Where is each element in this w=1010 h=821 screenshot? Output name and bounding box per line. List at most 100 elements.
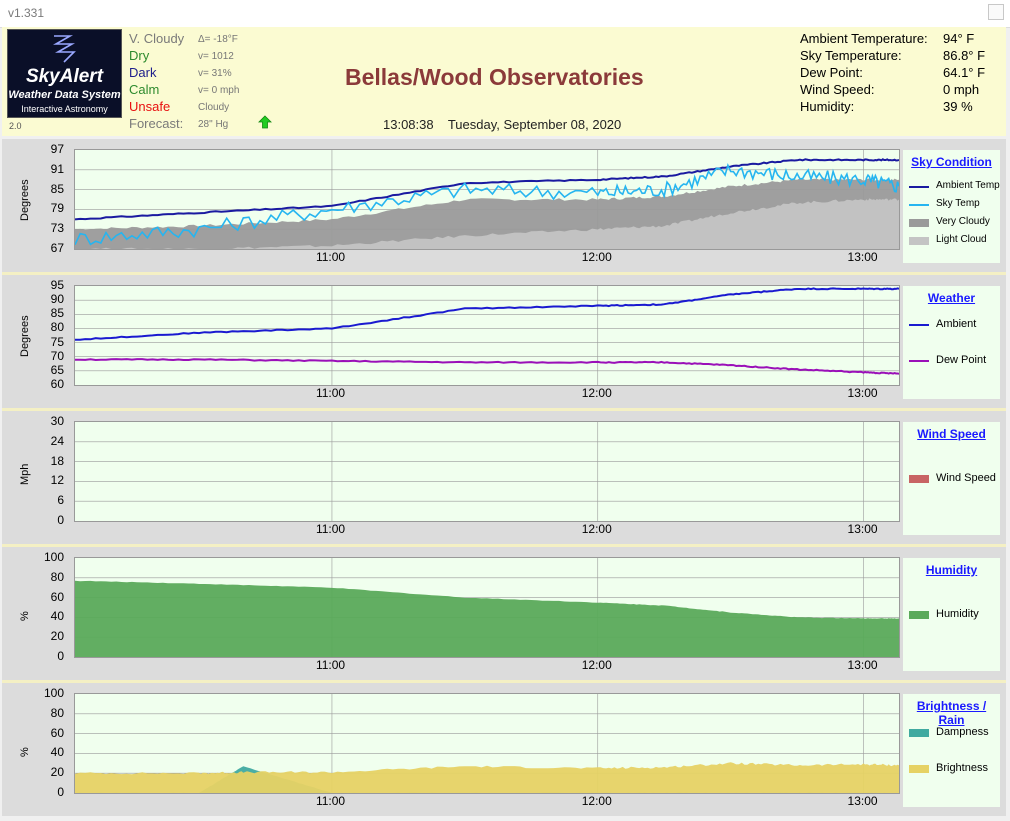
condition-detail: Δ= -18°F bbox=[198, 34, 238, 45]
y-tick-label: 100 bbox=[43, 686, 64, 700]
plot-area bbox=[74, 149, 900, 250]
x-tick-label: 12:00 bbox=[581, 522, 612, 536]
reading-label: Dew Point: bbox=[800, 65, 863, 80]
chart-legend: Sky Condition Ambient Temp Sky Temp Very Cl… bbox=[903, 150, 1000, 263]
x-tick-label: 13:00 bbox=[847, 658, 878, 672]
window-button[interactable] bbox=[988, 4, 1004, 20]
panel-separator bbox=[2, 544, 1006, 547]
y-tick-label: 0 bbox=[57, 785, 64, 799]
chart-svg bbox=[75, 422, 899, 521]
observatory-name: Bellas/Wood Observatories bbox=[345, 64, 644, 90]
y-tick-label: 20 bbox=[50, 765, 64, 780]
reading-row: Wind Speed: 0 mph bbox=[800, 82, 1000, 99]
series-area-light-cloud bbox=[75, 198, 899, 249]
reading-row: Humidity: 39 % bbox=[800, 99, 1000, 116]
reading-label: Humidity: bbox=[800, 99, 855, 114]
chart-panel-brightness-rain: % 100 80 60 40 20 0 11:00 12:00 13:00 Brightness /… bbox=[2, 683, 1006, 816]
reading-label: Wind Speed: bbox=[800, 82, 875, 97]
legend-swatch bbox=[909, 360, 929, 362]
y-tick-label: 65 bbox=[50, 362, 64, 377]
chart-panel-weather: Degrees 95 90 85 80 75 70 65 60 11:00 12:00 13:00 We… bbox=[2, 275, 1006, 408]
x-tick-label: 12:00 bbox=[581, 794, 612, 808]
legend-label: Ambient bbox=[936, 318, 977, 330]
y-tick-label: 73 bbox=[50, 221, 64, 236]
legend-label: Dew Point bbox=[936, 354, 987, 366]
legend-swatch bbox=[909, 324, 929, 326]
panel-separator bbox=[2, 408, 1006, 411]
series-area-humidity bbox=[75, 580, 899, 657]
legend-swatch bbox=[909, 237, 929, 245]
current-time: 13:08:38 bbox=[383, 117, 434, 132]
series-line-ambient bbox=[75, 287, 899, 341]
condition-label: Dark bbox=[129, 65, 157, 80]
reading-value: 94° F bbox=[943, 31, 975, 46]
legend-title: Wind Speed bbox=[917, 427, 986, 441]
panel-separator bbox=[2, 272, 1006, 275]
reading-row: Ambient Temperature: 94° F bbox=[800, 31, 1000, 48]
skyalert-logo: SkyAlert Weather Data System Interactive… bbox=[7, 29, 122, 118]
reading-value: 0 mph bbox=[943, 82, 980, 97]
y-tick-label: 20 bbox=[50, 629, 64, 644]
reading-label: Sky Temperature: bbox=[800, 48, 902, 63]
y-tick-label: 12 bbox=[50, 473, 64, 488]
y-tick-label: 95 bbox=[50, 278, 64, 292]
y-tick-label: 70 bbox=[50, 348, 64, 363]
logo-tagline: Interactive Astronomy bbox=[21, 104, 108, 114]
x-tick-label: 13:00 bbox=[847, 386, 878, 400]
plot-area bbox=[74, 285, 900, 386]
y-tick-label: 60 bbox=[50, 725, 64, 740]
legend-swatch bbox=[909, 204, 929, 206]
y-axis-title: Degrees bbox=[19, 315, 31, 357]
condition-detail: v= 31% bbox=[198, 68, 232, 79]
plot-area bbox=[74, 421, 900, 522]
y-tick-label: 80 bbox=[50, 569, 64, 584]
app-version: v1.331 bbox=[8, 6, 45, 20]
chart-panel-sky-condition: Degrees 97 91 85 79 73 67 11:00 12:00 13:00 Sky Co… bbox=[2, 139, 1006, 272]
y-tick-label: 67 bbox=[50, 241, 64, 255]
x-tick-label: 11:00 bbox=[315, 250, 346, 264]
chart-legend: Wind Speed Wind Speed bbox=[903, 422, 1000, 535]
condition-detail: v= 0 mph bbox=[198, 85, 240, 96]
y-tick-label: 80 bbox=[50, 320, 64, 335]
legend-swatch bbox=[909, 475, 929, 483]
x-tick-label: 13:00 bbox=[847, 522, 878, 536]
chart-svg bbox=[75, 150, 899, 249]
y-tick-label: 75 bbox=[50, 334, 64, 349]
y-tick-label: 0 bbox=[57, 649, 64, 663]
chart-svg bbox=[75, 558, 899, 657]
condition-label: Dry bbox=[129, 48, 150, 63]
legend-title: Humidity bbox=[925, 563, 978, 577]
legend-swatch bbox=[909, 729, 929, 737]
chart-svg bbox=[75, 286, 899, 385]
status-header: SkyAlert Weather Data System Interactive… bbox=[2, 27, 1006, 136]
legend-label: Ambient Temp bbox=[936, 180, 1000, 191]
legend-label: Brightness bbox=[936, 762, 988, 774]
chart-panel-humidity: % 100 80 60 40 20 0 11:00 12:00 13:00 Humidity Humi… bbox=[2, 547, 1006, 680]
series-line-sky-temp bbox=[75, 162, 899, 246]
condition-label: Calm bbox=[129, 82, 160, 97]
y-tick-label: 91 bbox=[50, 161, 64, 176]
legend-label: Wind Speed bbox=[936, 472, 996, 484]
reading-value: 64.1° F bbox=[943, 65, 986, 80]
y-tick-label: 40 bbox=[50, 609, 64, 624]
reading-row: Sky Temperature: 86.8° F bbox=[800, 48, 1000, 65]
y-tick-label: 79 bbox=[50, 201, 64, 216]
legend-label: Light Cloud bbox=[936, 234, 987, 245]
x-tick-label: 11:00 bbox=[315, 794, 346, 808]
reading-value: 86.8° F bbox=[943, 48, 986, 63]
chart-panel-wind-speed: Mph 30 24 18 12 6 0 11:00 12:00 13:00 Wind Speed Wi… bbox=[2, 411, 1006, 544]
y-tick-label: 85 bbox=[50, 181, 64, 196]
x-tick-label: 12:00 bbox=[581, 658, 612, 672]
x-tick-label: 11:00 bbox=[315, 522, 346, 536]
reading-row: Dew Point: 64.1° F bbox=[800, 65, 1000, 82]
x-tick-label: 11:00 bbox=[315, 658, 346, 672]
y-tick-label: 100 bbox=[43, 550, 64, 564]
y-tick-label: 40 bbox=[50, 745, 64, 760]
panel-separator bbox=[2, 680, 1006, 683]
chart-legend: Brightness / Rain Dampness Brightness bbox=[903, 694, 1000, 807]
y-tick-label: 18 bbox=[50, 453, 64, 468]
chart-legend: Weather Ambient Dew Point bbox=[903, 286, 1000, 399]
current-date: Tuesday, September 08, 2020 bbox=[447, 117, 622, 132]
x-tick-label: 13:00 bbox=[847, 250, 878, 264]
y-axis-title: Degrees bbox=[19, 179, 31, 221]
